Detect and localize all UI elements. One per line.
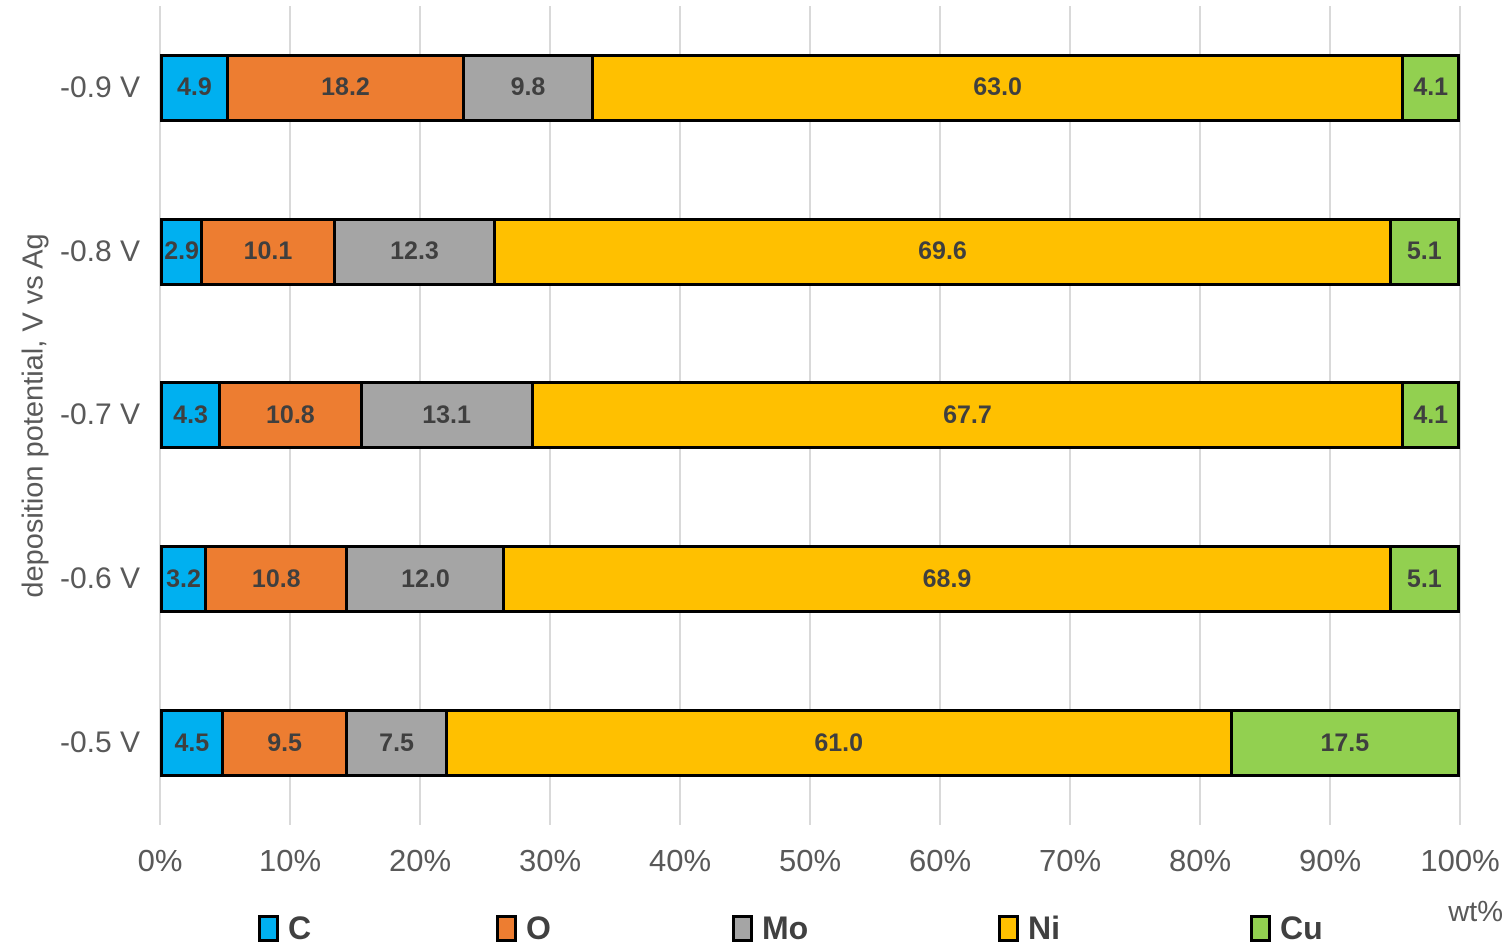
bar-segment-mo: 13.1: [362, 384, 534, 447]
bar-segment-c: 4.5: [163, 712, 224, 775]
bar-segment-value-label: 4.9: [177, 73, 212, 102]
x-axis-tick-labels: 0% 10% 20% 30% 40% 50% 60% 70% 80% 90% 100%: [138, 843, 1500, 887]
y-axis-tick-label: -0.6 V: [59, 562, 140, 596]
plot-area: -0.9 V 4.9 18.2 9.8 63.0 4.1 -0.8 V 2.9 10.1 12.3…: [60, 6, 1461, 825]
bar-segment-value-label: 69.6: [918, 237, 967, 266]
x-axis-tick-label: 0%: [137, 843, 183, 878]
x-axis-tick-label: 30%: [518, 843, 582, 878]
bar-segment-value-label: 13.1: [422, 400, 471, 429]
x-axis-tick-label: 10%: [258, 843, 322, 878]
x-axis-tick-label: 50%: [778, 843, 842, 878]
y-axis-tick-label: -0.5 V: [59, 726, 140, 760]
y-axis-title: deposition potential, V vs Ag: [8, 6, 60, 825]
bar-row: 3.2 10.8 12.0 68.9 5.1: [160, 545, 1460, 614]
bar-segment-cu: 5.1: [1391, 548, 1457, 611]
y-axis-tick-label: -0.9 V: [59, 70, 140, 104]
bar-segment-ni: 69.6: [496, 220, 1392, 283]
bar-segment-value-label: 4.5: [174, 728, 210, 757]
legend-swatch-icon: [496, 914, 517, 942]
legend-label: C: [288, 910, 312, 946]
bar-segment-o: 10.8: [207, 548, 349, 611]
x-axis-tick-label: 20%: [388, 843, 452, 878]
y-axis-tick-label: -0.7 V: [59, 398, 140, 432]
bar-row: 2.9 10.1 12.3 69.6 5.1: [160, 217, 1460, 286]
bar-segment-value-label: 5.1: [1406, 564, 1442, 593]
bar-segment-ni: 67.7: [533, 384, 1405, 447]
y-axis-title-text: deposition potential, V vs Ag: [17, 233, 50, 598]
bar-segment-value-label: 7.5: [379, 728, 414, 757]
bar-segment-value-label: 12.3: [390, 237, 439, 266]
bar-segment-value-label: 2.9: [164, 237, 199, 266]
bar-segment-value-label: 12.0: [401, 564, 450, 593]
legend: C O Mo Ni Cu: [0, 912, 1505, 952]
bar-segment-value-label: 4.1: [1413, 73, 1449, 102]
bar-row: 4.9 18.2 9.8 63.0 4.1: [160, 53, 1460, 122]
bar-segment-ni: 63.0: [593, 56, 1405, 119]
bar-segment-ni: 68.9: [505, 548, 1392, 611]
bar-segment-value-label: 3.2: [166, 564, 201, 593]
legend-swatch-icon: [732, 914, 753, 942]
x-axis-tick-label: 80%: [1168, 843, 1232, 878]
bar-segment-cu: 4.1: [1404, 384, 1457, 447]
category-slot: -0.5 V 4.5 9.5 7.5 61.0 17.5: [60, 661, 1460, 825]
bar-segment-cu: 4.1: [1404, 56, 1457, 119]
bar-segment-value-label: 61.0: [814, 728, 863, 757]
category-slot: -0.7 V 4.3 10.8 13.1 67.7 4.1: [60, 334, 1460, 498]
x-axis-tick-label: 60%: [908, 843, 972, 878]
bar-segment-o: 9.5: [223, 712, 349, 775]
bar-segment-o: 18.2: [228, 56, 466, 119]
bar-segment-value-label: 67.7: [943, 400, 992, 429]
bar-segment-mo: 7.5: [348, 712, 448, 775]
bar-segment-value-label: 10.8: [251, 564, 301, 593]
category-slot: -0.6 V 3.2 10.8 12.0 68.9 5.1: [60, 497, 1460, 661]
x-axis-tick-label: 40%: [648, 843, 712, 878]
legend-swatch-icon: [1250, 914, 1271, 942]
bar-segment-value-label: 10.1: [243, 237, 293, 266]
legend-swatch-icon: [998, 914, 1019, 942]
x-axis-tick-label: 90%: [1298, 843, 1362, 878]
gridline: [1459, 6, 1461, 825]
legend-label: Mo: [762, 910, 809, 946]
bar-segment-cu: 17.5: [1232, 712, 1457, 775]
bar-segment-o: 10.1: [203, 220, 336, 283]
bar-segment-value-label: 68.9: [922, 564, 972, 593]
bar-segment-value-label: 9.8: [510, 73, 546, 102]
bar-segment-value-label: 4.3: [173, 400, 208, 429]
bar-segment-c: 2.9: [163, 220, 204, 283]
bar-row: 4.3 10.8 13.1 67.7 4.1: [160, 381, 1460, 450]
bar-segment-ni: 61.0: [447, 712, 1233, 775]
category-slot: -0.9 V 4.9 18.2 9.8 63.0 4.1: [60, 6, 1460, 170]
x-axis-tick-label: 70%: [1038, 843, 1102, 878]
category-slot: -0.8 V 2.9 10.1 12.3 69.6 5.1: [60, 170, 1460, 334]
bar-segment-value-label: 63.0: [973, 73, 1022, 102]
bar-segment-value-label: 17.5: [1320, 728, 1370, 757]
legend-item-cu: Cu: [1250, 912, 1323, 944]
bar-segment-value-label: 18.2: [321, 73, 370, 102]
legend-label: O: [526, 910, 551, 946]
x-axis-unit-label: wt%: [1448, 896, 1503, 928]
bar-segment-c: 3.2: [163, 548, 208, 611]
bar-segment-o: 10.8: [221, 384, 363, 447]
bar-segment-mo: 12.0: [348, 548, 506, 611]
x-axis-tick-label: 100%: [1420, 843, 1500, 878]
legend-swatch-icon: [258, 914, 279, 942]
legend-item-c: C: [258, 912, 311, 944]
bar-segment-cu: 5.1: [1391, 220, 1457, 283]
bar-segment-c: 4.3: [163, 384, 222, 447]
bar-segment-mo: 12.3: [335, 220, 497, 283]
bar-segment-c: 4.9: [163, 56, 229, 119]
legend-label: Cu: [1280, 910, 1323, 946]
legend-item-o: O: [496, 912, 551, 944]
bar-segment-value-label: 9.5: [267, 728, 302, 757]
legend-item-mo: Mo: [732, 912, 808, 944]
bar-segment-value-label: 4.1: [1413, 400, 1449, 429]
bar-segment-mo: 9.8: [465, 56, 594, 119]
y-axis-tick-label: -0.8 V: [59, 234, 140, 268]
bar-segment-value-label: 10.8: [266, 400, 315, 429]
bar-segment-value-label: 5.1: [1406, 237, 1442, 266]
legend-item-ni: Ni: [998, 912, 1060, 944]
legend-label: Ni: [1028, 910, 1060, 946]
bar-row: 4.5 9.5 7.5 61.0 17.5: [160, 709, 1460, 778]
